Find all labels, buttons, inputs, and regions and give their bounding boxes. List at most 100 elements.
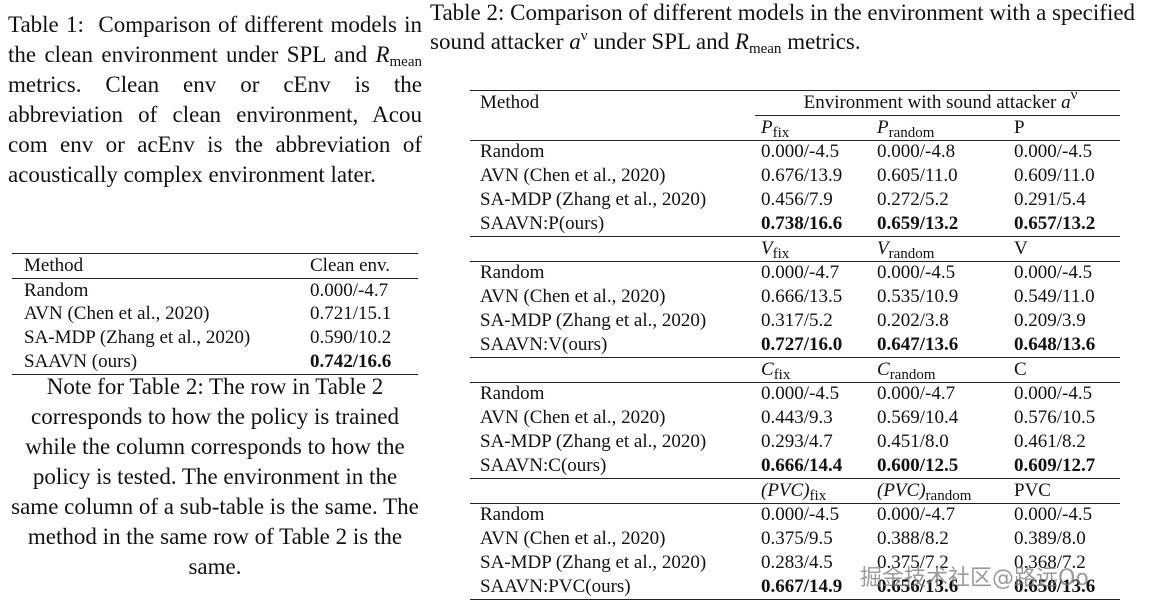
column-subscript: random <box>888 245 935 262</box>
table-row: AVN (Chen et al., 2020) 0.676/13.9 0.605/1… <box>470 164 1120 188</box>
table-cell: 0.657/13.2 <box>1014 212 1096 234</box>
table-row: SAAVN:V(ours) 0.727/16.0 0.647/13.6 0.648/1… <box>470 333 1120 358</box>
table-cell: SA-MDP (Zhang et al., 2020) <box>480 189 707 211</box>
table1: Method Clean env. Random 0.000/-4.7 AVN (Che… <box>12 253 418 375</box>
column-symbol: (PVC) <box>877 479 926 501</box>
table-cell: 0.209/3.9 <box>1014 310 1086 332</box>
table-row: SAAVN (ours) 0.742/16.6 <box>12 350 418 375</box>
table-cell: 0.721/15.1 <box>310 303 392 325</box>
table-cell: 0.000/-4.5 <box>1014 504 1093 526</box>
table-cell: 0.676/13.9 <box>761 165 843 187</box>
column-symbol: C <box>761 358 774 380</box>
table-row: SA-MDP (Zhang et al., 2020) 0.590/10.2 <box>12 326 418 350</box>
table-cell: 0.368/7.2 <box>1014 552 1086 574</box>
table-cell: 0.291/5.4 <box>1014 189 1086 211</box>
table-cell: 0.569/10.4 <box>877 407 959 429</box>
table-cell: 0.000/-4.5 <box>1014 383 1093 405</box>
table-cell: 0.647/13.6 <box>877 333 959 355</box>
table-cell: 0.456/7.9 <box>761 189 833 211</box>
table-cell: 0.000/-4.5 <box>761 141 840 163</box>
table-cell: 0.202/3.8 <box>877 310 949 332</box>
table-cell: 0.535/10.9 <box>877 286 959 308</box>
table-cell: 0.609/12.7 <box>1014 454 1096 476</box>
column-symbol: C <box>877 358 890 380</box>
table-cell: SAAVN:PVC(ours) <box>480 575 631 597</box>
table-cell: 0.000/-4.8 <box>877 141 956 163</box>
caption-symbol: a <box>569 29 581 54</box>
table-row: AVN (Chen et al., 2020) 0.666/13.5 0.535/1… <box>470 285 1120 309</box>
column-subscript: fix <box>772 124 790 141</box>
table-row: SAAVN:C(ours) 0.666/14.4 0.600/12.5 0.609/1… <box>470 454 1120 479</box>
table-row: SA-MDP (Zhang et al., 2020) 0.283/4.5 0.37… <box>470 551 1120 575</box>
table-row: SA-MDP (Zhang et al., 2020) 0.317/5.2 0.20… <box>470 309 1120 333</box>
table2-caption: Table 2: Comparison of different models … <box>430 0 1170 57</box>
caption-label: Table 2: <box>430 0 505 25</box>
subheader-row: Cfix Crandom C <box>470 357 1120 382</box>
header-symbol: a <box>1061 91 1071 113</box>
table-cell: Random <box>480 504 545 526</box>
table-cell: SAAVN:C(ours) <box>480 454 607 476</box>
column-symbol: V <box>761 237 773 259</box>
table-cell: 0.451/8.0 <box>877 431 949 453</box>
header-cell: Environment with sound attacker aν <box>755 87 1120 116</box>
table-cell: AVN (Chen et al., 2020) <box>480 528 666 550</box>
table-cell: 0.283/4.5 <box>761 552 833 574</box>
table-cell: SA-MDP (Zhang et al., 2020) <box>24 327 251 349</box>
header-cell: Method <box>480 92 540 114</box>
table-cell: SAAVN:V(ours) <box>480 333 608 355</box>
table-cell: 0.590/10.2 <box>310 327 392 349</box>
table-cell: 0.666/13.5 <box>761 286 843 308</box>
column-header: PVC <box>1008 478 1120 503</box>
table-cell: 0.000/-4.5 <box>761 383 840 405</box>
caption-subscript: mean <box>748 41 782 57</box>
table-cell: SAAVN:P(ours) <box>480 212 605 234</box>
table-cell: 0.742/16.6 <box>310 351 392 373</box>
column-header: P <box>1008 115 1120 140</box>
table-cell: 0.576/10.5 <box>1014 407 1096 429</box>
table-cell: AVN (Chen et al., 2020) <box>480 165 666 187</box>
header-cell: Clean env. <box>310 254 391 276</box>
table-cell: 0.600/12.5 <box>877 454 959 476</box>
column-subscript: random <box>889 366 936 383</box>
column-header: C <box>1008 357 1120 382</box>
column-header: Crandom <box>871 357 1008 382</box>
column-symbol: V <box>877 237 889 259</box>
table-cell: 0.650/13.6 <box>1014 575 1096 597</box>
table-row: Random 0.000/-4.5 0.000/-4.8 0.000/-4.5 <box>470 140 1120 164</box>
table-cell: 0.659/13.2 <box>877 212 959 234</box>
column-header: Cfix <box>755 357 871 382</box>
column-subscript: fix <box>809 487 827 504</box>
table-row: Random 0.000/-4.7 <box>12 278 418 302</box>
column-text: PVC <box>1014 479 1051 501</box>
table-cell: 0.000/-4.5 <box>877 262 956 284</box>
watermark: 掘金技术社区@路远Oo <box>860 566 1089 591</box>
caption-superscript: ν <box>580 28 588 44</box>
header-row: Method Clean env. <box>12 253 418 279</box>
table-row: Random 0.000/-4.5 0.000/-4.7 0.000/-4.5 <box>470 382 1120 406</box>
caption-symbol: R <box>734 29 749 54</box>
table-cell: SAAVN (ours) <box>24 351 138 373</box>
table-cell: 0.667/14.9 <box>761 575 843 597</box>
table-row: AVN (Chen et al., 2020) 0.721/15.1 <box>12 303 418 327</box>
table-cell: 0.609/11.0 <box>1014 165 1095 187</box>
table2: Method Environment with sound attacker aν… <box>470 87 1120 600</box>
table-cell: AVN (Chen et al., 2020) <box>480 286 666 308</box>
caption-text: under SPL and <box>593 29 730 54</box>
table-cell: SA-MDP (Zhang et al., 2020) <box>480 552 707 574</box>
column-subscript: fix <box>773 366 791 383</box>
table-row: SA-MDP (Zhang et al., 2020) 0.456/7.9 0.27… <box>470 188 1120 212</box>
subheader-row: Pfix Prandom P <box>470 115 1120 140</box>
table-row: SAAVN:PVC(ours) 0.667/14.9 0.656/13.6 0.650… <box>470 575 1120 600</box>
caption-symbol: R <box>375 42 390 67</box>
table-cell: 0.666/14.4 <box>761 454 843 476</box>
empty-cell <box>470 478 755 503</box>
table-cell: Random <box>480 383 545 405</box>
table-cell: 0.317/5.2 <box>761 310 833 332</box>
table1-caption: Table 1: Comparison of different models … <box>8 10 422 190</box>
table-cell: Random <box>480 262 545 284</box>
table-row: Random 0.000/-4.5 0.000/-4.7 0.000/-4.5 <box>470 503 1120 527</box>
table-row: SA-MDP (Zhang et al., 2020) 0.293/4.7 0.45… <box>470 430 1120 454</box>
table-cell: 0.727/16.0 <box>761 333 843 355</box>
caption-text: Comparison of different models in the en… <box>430 0 1136 54</box>
table-cell: 0.375/7.2 <box>877 552 949 574</box>
